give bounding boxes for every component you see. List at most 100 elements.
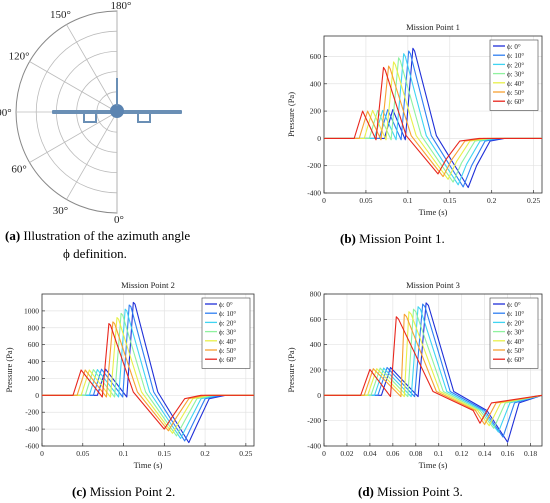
chart-mission-point-1: 0 0.05 0.1 0.15 0.2 0.25 -400 -200 0 200 400 600 Mis… xyxy=(282,18,550,223)
x-tick-label: 0.05 xyxy=(76,449,89,458)
polar-grid-spoke xyxy=(66,24,118,113)
caption-b-text: Mission Point 1. xyxy=(359,231,445,246)
legend-label-1: ϕ: 10° xyxy=(507,310,524,318)
series-line-2 xyxy=(324,306,543,433)
y-tick-label: 200 xyxy=(310,366,322,375)
azimuth-panel: 180° 150° 120° 90° 60° 30° 0° xyxy=(0,0,210,226)
legend: ϕ: 0°ϕ: 10°ϕ: 20° ϕ: 30°ϕ: 40°ϕ: 50°ϕ: 60… xyxy=(201,297,251,369)
legend-label-1: ϕ: 10° xyxy=(219,310,236,318)
y-tick-label: -400 xyxy=(25,425,39,434)
chart-mission-point-2-svg: 0 0.05 0.1 0.15 0.2 0.25 -600 -400 -200 0 200 400 60… xyxy=(4,280,255,470)
y-tick-label: 800 xyxy=(28,323,40,332)
legend-box xyxy=(489,297,539,369)
caption-a: (a) Illustration of the azimuth angle ϕ … xyxy=(5,227,225,263)
y-tick-label: 600 xyxy=(28,340,40,349)
x-tick-label: 0.15 xyxy=(443,196,456,205)
x-tick-label: 0.2 xyxy=(200,449,210,458)
caption-a-text-line2: ϕ definition. xyxy=(63,246,127,261)
x-tick-label: 0.16 xyxy=(501,449,514,458)
legend-label-4: ϕ: 40° xyxy=(219,338,236,346)
caption-a-text-line1: Illustration of the azimuth angle xyxy=(23,228,191,243)
polar-angle-label: 30° xyxy=(53,205,68,217)
caption-c: (c) Mission Point 2. xyxy=(72,484,175,500)
y-tick-label: 400 xyxy=(310,340,322,349)
y-tick-label: 400 xyxy=(28,357,40,366)
y-tick-label: 0 xyxy=(317,391,321,400)
legend-label-6: ϕ: 60° xyxy=(507,98,524,106)
x-tick-label: 0.1 xyxy=(434,449,444,458)
x-tick-label: 0.08 xyxy=(409,449,422,458)
legend-label-2: ϕ: 20° xyxy=(507,319,524,327)
chart-title: Mission Point 1 xyxy=(406,22,460,32)
aircraft-engine-left xyxy=(83,114,97,123)
chart-mission-point-1-svg: 0 0.05 0.1 0.15 0.2 0.25 -400 -200 0 200 400 600 Mis… xyxy=(286,22,543,217)
chart-title: Mission Point 3 xyxy=(406,280,460,290)
legend-label-0: ϕ: 0° xyxy=(507,43,521,51)
polar-angle-label: 0° xyxy=(114,214,124,225)
y-tick-label: 0 xyxy=(35,391,39,400)
y-axis-label: Pressure (Pa) xyxy=(4,347,14,392)
series-line-0 xyxy=(324,302,543,443)
series-line-1 xyxy=(324,50,542,188)
polar-angle-label: 60° xyxy=(11,164,26,176)
x-tick-label: 0.15 xyxy=(158,449,171,458)
legend-label-6: ϕ: 60° xyxy=(507,356,524,364)
x-tick-label: 0.02 xyxy=(340,449,353,458)
legend-label-2: ϕ: 20° xyxy=(507,61,524,69)
polar-angle-label: 120° xyxy=(9,51,30,63)
legend-box xyxy=(489,39,539,111)
chart-mission-point-3-svg: 0 0.02 0.04 0.06 0.08 0.1 0.12 0.14 0.16 0.18 -400… xyxy=(286,280,543,470)
legend-label-3: ϕ: 30° xyxy=(507,329,524,337)
legend: ϕ: 0°ϕ: 10°ϕ: 20° ϕ: 30°ϕ: 40°ϕ: 50°ϕ: 60… xyxy=(489,39,539,111)
x-axis-label: Time (s) xyxy=(419,460,448,470)
caption-c-text: Mission Point 2. xyxy=(89,484,176,499)
y-tick-label: 200 xyxy=(310,107,322,116)
legend-label-3: ϕ: 30° xyxy=(219,329,236,337)
legend-label-3: ϕ: 30° xyxy=(507,71,524,79)
chart-mission-point-2: 0 0.05 0.1 0.15 0.2 0.25 -600 -400 -200 0 200 400 60… xyxy=(0,276,262,476)
legend-label-4: ϕ: 40° xyxy=(507,80,524,88)
caption-d-label: (d) xyxy=(358,484,374,499)
aircraft-engine-right xyxy=(137,114,151,123)
caption-c-label: (c) xyxy=(72,484,87,499)
x-tick-label: 0 xyxy=(322,449,326,458)
legend-label-0: ϕ: 0° xyxy=(507,301,521,309)
legend-label-5: ϕ: 50° xyxy=(507,89,524,97)
legend-label-6: ϕ: 60° xyxy=(219,356,236,364)
series-line-5 xyxy=(324,65,542,178)
x-tick-label: 0.25 xyxy=(239,449,252,458)
caption-b: (b) Mission Point 1. xyxy=(340,231,445,247)
legend-label-2: ϕ: 20° xyxy=(219,319,236,327)
x-axis-label: Time (s) xyxy=(134,460,163,470)
legend: ϕ: 0°ϕ: 10°ϕ: 20° ϕ: 30°ϕ: 40°ϕ: 50°ϕ: 60… xyxy=(489,297,539,369)
y-tick-label: -200 xyxy=(25,408,39,417)
aircraft-icon xyxy=(52,78,182,123)
legend-label-0: ϕ: 0° xyxy=(219,301,233,309)
x-tick-label: 0.14 xyxy=(478,449,491,458)
polar-angle-label: 90° xyxy=(0,107,12,119)
series-line-4 xyxy=(324,311,543,427)
aircraft-fuselage xyxy=(110,104,124,118)
y-axis-label: Pressure (Pa) xyxy=(286,92,296,137)
series-line-4 xyxy=(324,61,542,180)
x-tick-label: 0 xyxy=(322,196,326,205)
x-tick-label: 0.2 xyxy=(487,196,497,205)
series-line-3 xyxy=(324,57,542,183)
legend-label-4: ϕ: 40° xyxy=(507,338,524,346)
polar-angle-label: 180° xyxy=(111,0,132,12)
x-tick-label: 0.04 xyxy=(363,449,376,458)
series-line-5 xyxy=(324,313,543,426)
legend-label-5: ϕ: 50° xyxy=(219,347,236,355)
y-tick-label: -200 xyxy=(307,161,321,170)
y-tick-label: -200 xyxy=(307,416,321,425)
y-tick-label: -400 xyxy=(307,442,321,451)
legend-label-5: ϕ: 50° xyxy=(507,347,524,355)
x-tick-label: 0.12 xyxy=(455,449,468,458)
legend-label-1: ϕ: 10° xyxy=(507,52,524,60)
aircraft-tail-fin xyxy=(116,78,118,106)
y-axis-label: Pressure (Pa) xyxy=(286,347,296,392)
y-tick-label: 200 xyxy=(28,374,40,383)
axes-box xyxy=(41,293,255,447)
caption-b-label: (b) xyxy=(340,231,356,246)
x-tick-label: 0.05 xyxy=(359,196,372,205)
